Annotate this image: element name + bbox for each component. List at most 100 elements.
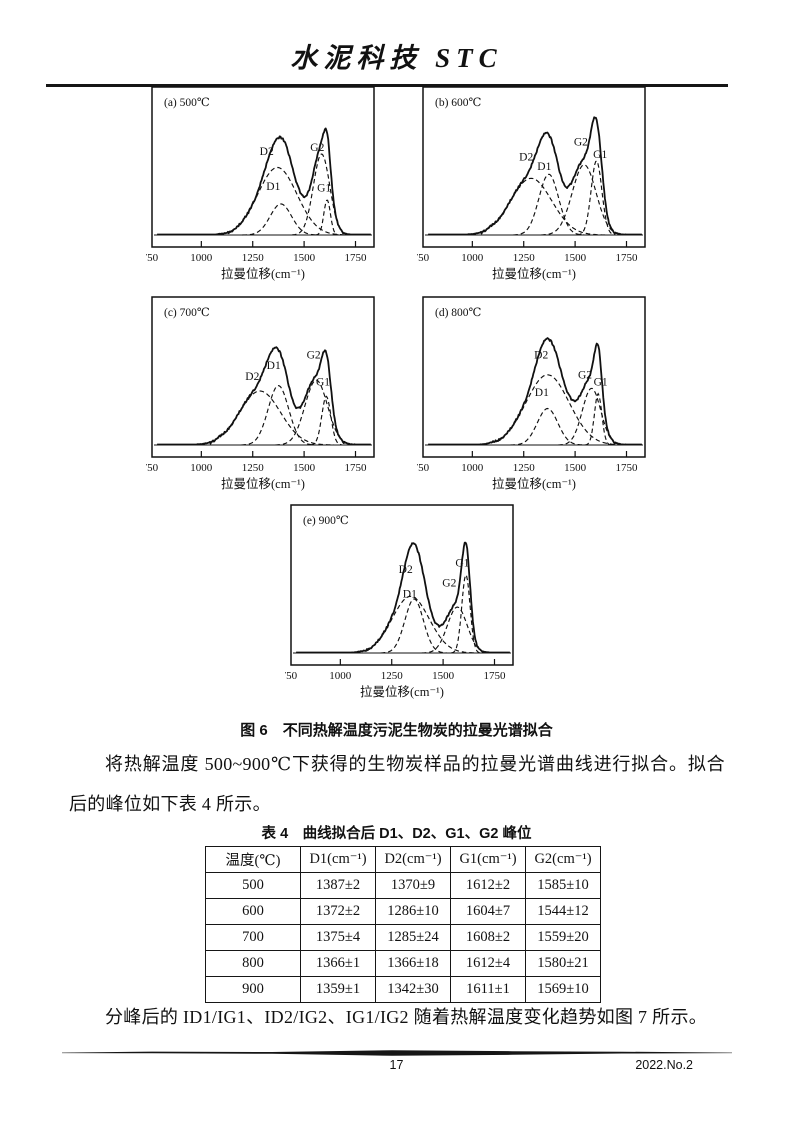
figure-caption: 图 6 不同热解温度污泥生物炭的拉曼光谱拟合 (240, 722, 553, 739)
table-cell: 1359±1 (300, 976, 376, 1003)
x-tick-label: 1250 (513, 252, 536, 264)
chart-panel-e: D1 D2 G1 G2 750 1000 1250 1500 1750 拉曼位移(cm⁻¹) (e)… (281, 503, 521, 703)
table-header-cell: G1(cm⁻¹) (450, 846, 526, 873)
table-cell: 1544±12 (525, 898, 601, 925)
peak-label-D2: D2 (534, 349, 548, 361)
raman-spectrum-plot: D1 D2 G1 G2 750 1000 1250 1500 1750 拉曼位移(cm⁻¹) (c)… (142, 296, 375, 491)
table-cell: 1585±10 (525, 872, 601, 899)
table-header-cell: D1(cm⁻¹) (300, 846, 376, 873)
fit-band-curve-G2 (275, 379, 357, 446)
peak-label-G2: G2 (574, 137, 588, 149)
x-tick-label: 1250 (242, 252, 265, 264)
spectrum-curve (157, 127, 371, 236)
peak-label-D1: D1 (537, 161, 551, 173)
peak-label-D1: D1 (266, 181, 280, 193)
table-cell: 500 (205, 872, 301, 899)
peak-label-G1: G1 (593, 149, 607, 161)
table-caption: 表 4 曲线拟合后 D1、D2、G1、G2 峰位 (261, 826, 532, 842)
x-tick-label: 750 (285, 670, 298, 682)
peak-label-D1: D1 (403, 588, 417, 600)
footer-page-number: 17 (389, 1058, 404, 1072)
peak-label-G2: G2 (578, 370, 592, 382)
x-tick-label: 1750 (345, 252, 368, 264)
chart-panel-c: D1 D2 G1 G2 750 1000 1250 1500 1750 拉曼位移(cm⁻¹) (c)… (142, 295, 382, 495)
peak-label-D2: D2 (519, 152, 533, 164)
plot-frame (422, 296, 646, 458)
peak-label-D1: D1 (535, 387, 549, 399)
x-tick-label: 1000 (461, 462, 484, 474)
x-tick-label: 1750 (345, 462, 368, 474)
fit-band-curve-D2 (207, 166, 347, 236)
table-cell: 1387±2 (300, 872, 376, 899)
table-cell: 600 (205, 898, 301, 925)
panel-label: (d) 800℃ (435, 307, 482, 319)
panel-label: (a) 500℃ (164, 97, 210, 109)
peak-label-G1: G1 (594, 376, 608, 388)
fit-band-curve-G1 (309, 395, 343, 446)
x-axis-title: 拉曼位移(cm⁻¹) (221, 476, 305, 491)
chart-panel-a: D1 D2 G1 G2 750 1000 1250 1500 1750 拉曼位移(cm⁻¹) (a)… (142, 85, 382, 285)
table-cell: 1372±2 (300, 898, 376, 925)
table-cell: 1569±10 (525, 976, 601, 1003)
spectrum-curve (428, 337, 642, 446)
spectrum-curve (157, 346, 371, 446)
x-axis-title: 拉曼位移(cm⁻¹) (492, 266, 576, 281)
header-rule (46, 84, 728, 87)
plot-frame (290, 504, 514, 666)
x-tick-label: 1500 (564, 252, 587, 264)
table-cell: 1370±9 (375, 872, 451, 899)
spectrum-curve (296, 541, 510, 654)
table-cell: 1604±7 (450, 898, 526, 925)
table-head: 温度(℃) D1(cm⁻¹) D2(cm⁻¹) G1(cm⁻¹) G2(cm⁻¹) (205, 846, 601, 873)
peak-label-G1: G1 (455, 557, 469, 569)
x-tick-label: 750 (417, 252, 430, 264)
table-cell: 800 (205, 950, 301, 977)
x-tick-label: 1500 (564, 462, 587, 474)
peak-label-D2: D2 (260, 146, 274, 158)
table-cell: 1580±21 (525, 950, 601, 977)
raman-spectrum-plot: D1 D2 G1 G2 750 1000 1250 1500 1750 拉曼位移(cm⁻¹) (a)… (142, 86, 375, 281)
plot-frame (422, 86, 646, 248)
table-body: 500 1387±2 1370±9 1612±2 1585±10 600 1372±2 128… (205, 872, 601, 1003)
fit-band-curve-D1 (241, 384, 316, 446)
fit-band-curve-D2 (185, 390, 334, 446)
table-cell: 1366±1 (300, 950, 376, 977)
table-cell: 1608±2 (450, 924, 526, 951)
spectrum-curve (428, 116, 642, 236)
table-row: 800 1366±1 1366±18 1612±4 1580±21 (205, 950, 601, 977)
x-tick-label: 1750 (484, 670, 507, 682)
table-cell: 1342±30 (375, 976, 451, 1003)
x-tick-label: 1500 (432, 670, 455, 682)
table-cell: 900 (205, 976, 301, 1003)
table-cell: 1612±2 (450, 872, 526, 899)
fit-band-curve-D1 (242, 203, 319, 236)
fit-band-curve-G1 (584, 392, 611, 446)
x-axis-title: 拉曼位移(cm⁻¹) (221, 266, 305, 281)
x-axis-title: 拉曼位移(cm⁻¹) (492, 476, 576, 491)
table-header-cell: 温度(℃) (205, 846, 301, 873)
table-header-cell: D2(cm⁻¹) (375, 846, 451, 873)
table-header-cell: G2(cm⁻¹) (525, 846, 601, 873)
x-tick-label: 1750 (616, 252, 639, 264)
body-paragraph-2: 分峰后的 ID1/IG1、ID2/IG2、IG1/IG2 随着热解温度变化趋势如… (105, 1007, 708, 1027)
x-tick-label: 1000 (190, 252, 213, 264)
panel-label: (b) 600℃ (435, 97, 482, 109)
fit-band-curve-D1 (513, 173, 585, 236)
peak-label-D2: D2 (399, 564, 413, 576)
x-tick-label: 1000 (329, 670, 352, 682)
table-row: 900 1359±1 1342±30 1611±1 1569±10 (205, 976, 601, 1003)
x-tick-label: 1750 (616, 462, 639, 474)
plot-frame (151, 86, 375, 248)
footer-issue: 2022.No.2 (635, 1058, 693, 1072)
fit-band-curve-G1 (450, 574, 481, 654)
journal-title: 水泥科技 STC (290, 43, 503, 73)
fit-band-curve-G1 (315, 199, 339, 236)
table-cell: 1375±4 (300, 924, 376, 951)
fit-band-curve-G2 (541, 164, 627, 236)
x-tick-label: 750 (146, 462, 159, 474)
fit-band-curve-D2 (344, 595, 477, 654)
table-row: 600 1372±2 1286±10 1604±7 1544±12 (205, 898, 601, 925)
panel-label: (e) 900℃ (303, 515, 349, 527)
x-tick-label: 1250 (513, 462, 536, 474)
